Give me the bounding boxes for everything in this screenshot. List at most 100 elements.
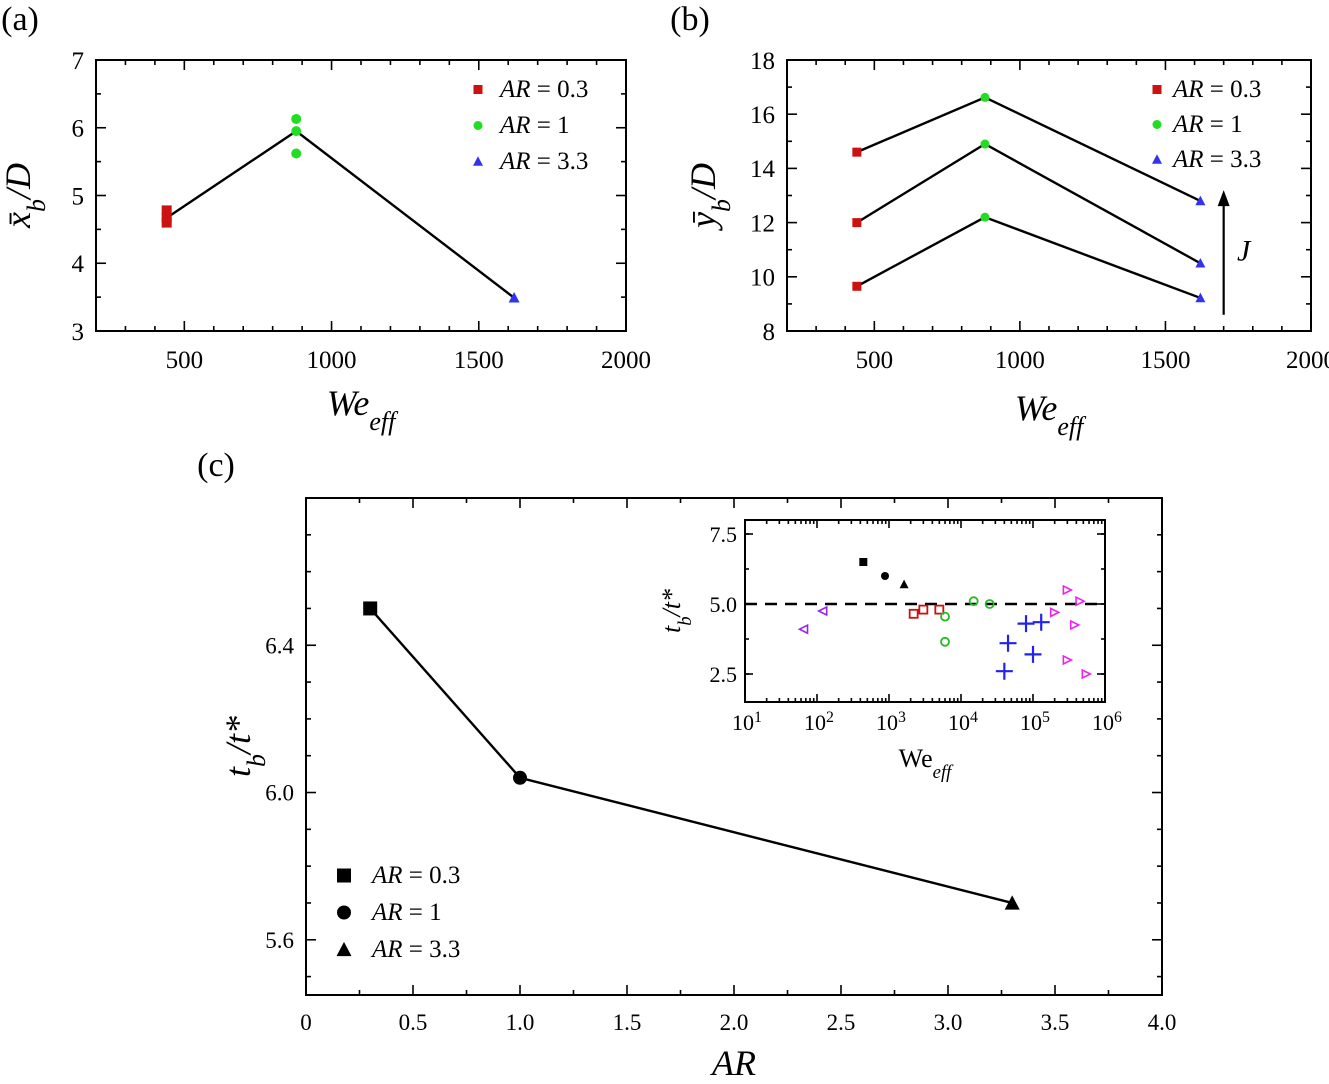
y-axis-label-part: b [242, 754, 271, 767]
x-tick-label: 106 [1092, 709, 1122, 736]
legend-marker [473, 85, 483, 94]
data-point [995, 662, 1013, 680]
x-tick-label: 1500 [1140, 347, 1190, 374]
y-tick-label: 7 [72, 48, 85, 75]
legend-label-part: AR [1171, 146, 1204, 173]
series-line [856, 215, 1201, 300]
data-point [797, 623, 809, 635]
y-axis-label-part: b [707, 199, 736, 212]
y-tick-label: 4 [72, 251, 85, 278]
data-point [908, 608, 919, 619]
x-tick-label-part: 5 [1042, 709, 1050, 726]
y-tick-label: 5.0 [710, 592, 738, 617]
legend-label-part: = 1 [1204, 111, 1243, 138]
x-tick-label: 4.0 [1148, 1010, 1177, 1035]
data-point [999, 634, 1017, 652]
data-point [859, 558, 868, 566]
legend-marker [1152, 85, 1162, 94]
x-tick-label: 1500 [454, 347, 504, 374]
legend-label-part: = 3.3 [1204, 146, 1262, 173]
data-point [984, 599, 995, 609]
data-point [291, 148, 302, 159]
x-tick-label: 1.5 [613, 1010, 642, 1035]
y-axis-label-part: t [657, 625, 686, 633]
legend-label-part: AR [370, 936, 403, 963]
legend-marker [337, 905, 351, 920]
x-tick-label-part: 3 [898, 709, 906, 726]
data-point [980, 92, 990, 102]
x-axis-label-part: We [899, 744, 933, 773]
y-tick-label: 5 [72, 183, 85, 210]
x-tick-label: 500 [856, 347, 894, 374]
y-axis-label: ȳb/D [683, 163, 736, 231]
x-axis-label-part: eff [933, 762, 954, 783]
data-point [1195, 257, 1206, 268]
y-axis-label-part: /t* [218, 716, 258, 756]
x-tick-label: 0.5 [399, 1010, 428, 1035]
legend-label-part: AR [370, 862, 403, 889]
legend-label-part: AR [498, 76, 531, 103]
y-tick-label: 2.5 [710, 662, 738, 687]
y-axis-label: x̄b/D [0, 163, 51, 229]
y-axis-label-part: x̄ [0, 212, 38, 229]
legend-label: AR = 1 [498, 112, 570, 139]
data-point [1195, 292, 1206, 303]
x-axis-label: AR [710, 1043, 756, 1083]
arrow-head [1217, 190, 1230, 207]
y-tick-label: 5.6 [265, 928, 294, 953]
x-tick-label-part: 10 [876, 710, 898, 735]
panel-c: 0 0.5 1.0 1.5 2.0 2.5 3.0 3.5 4.0 5.6 6.0 6.4 AR = 0… [197, 447, 1176, 1083]
data-point [980, 212, 990, 222]
legend-label: AR = 3.3 [1171, 146, 1261, 173]
y-axis-label-part: /t* [657, 589, 686, 618]
data-point [881, 572, 890, 580]
data-point [934, 604, 945, 615]
x-tick-label-part: 10 [1020, 710, 1042, 735]
legend-marker [337, 868, 351, 883]
data-point [1049, 607, 1061, 618]
data-point [513, 770, 527, 785]
data-point [1195, 195, 1206, 206]
x-axis-label: Weeff [327, 383, 399, 436]
legend-label-part: AR [1171, 111, 1204, 138]
legend-label: AR = 0.3 [370, 862, 460, 889]
panel-label: (a) [1, 1, 39, 38]
legend-label: AR = 3.3 [498, 148, 588, 175]
x-tick-label-part: 10 [804, 710, 826, 735]
data-point [899, 579, 909, 589]
y-tick-label: 8 [763, 319, 776, 346]
x-tick-label-part: 10 [948, 710, 970, 735]
y-axis-label-part: b [675, 616, 696, 625]
plot-frame [744, 519, 1106, 703]
data-point [1004, 895, 1020, 910]
y-tick-label: 6.4 [265, 633, 294, 658]
legend-label-part: AR [370, 899, 403, 926]
legend-label-part: = 3.3 [531, 148, 589, 175]
data-point [291, 126, 302, 137]
legend-label-part: = 1 [531, 112, 570, 139]
panel-b: 50010001500200081012141618AR = 0.3AR = 1… [670, 1, 1329, 441]
data-point [1017, 615, 1035, 633]
data-point [1032, 613, 1050, 631]
x-tick-label-part: 10 [1092, 710, 1114, 735]
arrow-label: J [1237, 234, 1252, 267]
y-axis-label-part: /D [0, 163, 38, 201]
data-point [1081, 668, 1093, 680]
panel-label: (c) [197, 447, 235, 484]
legend-label-part: AR [498, 148, 531, 175]
x-tick-label: 0 [300, 1010, 312, 1035]
data-point [1075, 595, 1086, 607]
x-axis-label-part: eff [369, 407, 399, 436]
legend-label-part: = 0.3 [403, 862, 461, 889]
legend-label: AR = 1 [370, 899, 442, 926]
legend-label: AR = 1 [1171, 111, 1243, 138]
y-tick-label: 18 [750, 48, 775, 75]
y-tick-label: 3 [72, 319, 85, 346]
data-point [852, 281, 862, 291]
x-tick-label: 1.0 [506, 1010, 535, 1035]
data-point [363, 601, 378, 616]
legend-marker [473, 156, 483, 166]
x-axis-label-part: AR [710, 1043, 756, 1083]
